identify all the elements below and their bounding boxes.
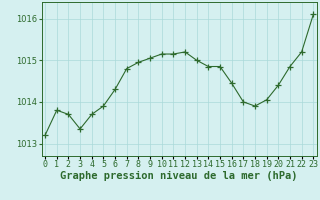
X-axis label: Graphe pression niveau de la mer (hPa): Graphe pression niveau de la mer (hPa) bbox=[60, 171, 298, 181]
